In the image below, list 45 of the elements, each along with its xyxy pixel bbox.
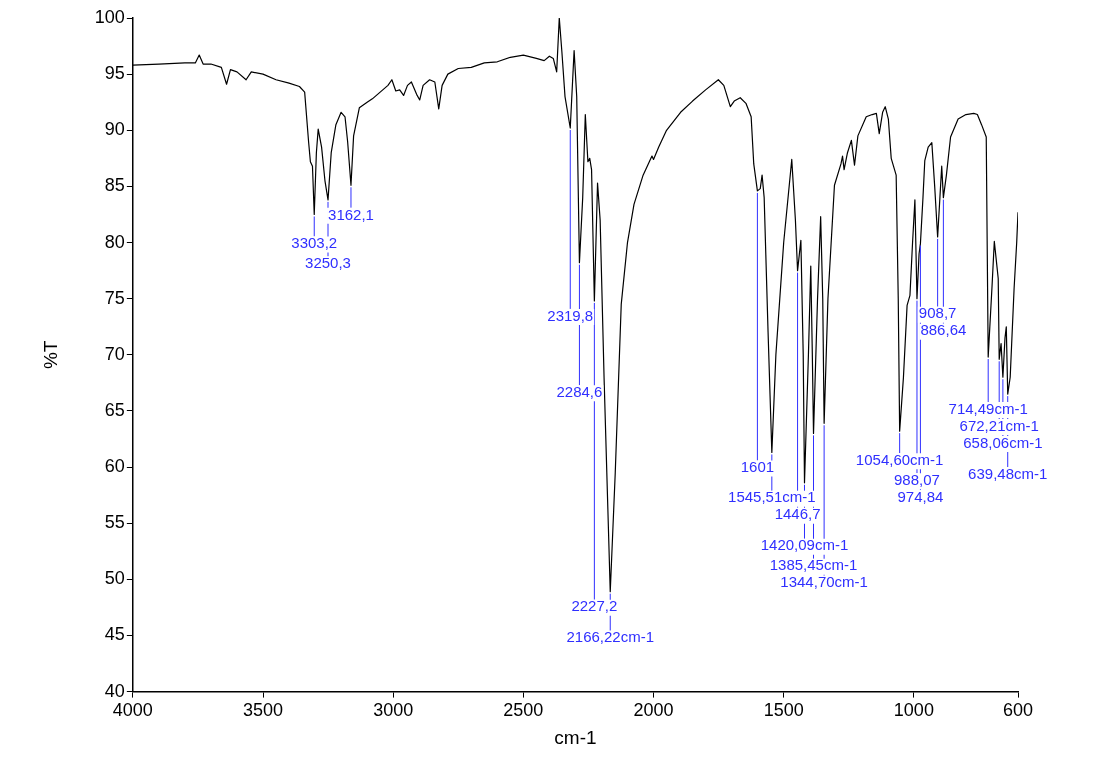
y-tick-label: 75 bbox=[104, 287, 125, 308]
y-tick-label: 60 bbox=[104, 456, 125, 477]
annotation: 3303,2 bbox=[291, 234, 338, 252]
annotation: 1344,70cm-1 bbox=[780, 573, 868, 591]
annotation: 2166,22cm-1 bbox=[566, 628, 655, 646]
x-tick-label: 600 bbox=[1002, 700, 1034, 721]
y-tick-label: 45 bbox=[104, 624, 125, 645]
y-tick-label: 50 bbox=[104, 568, 125, 589]
annotation: 2284,6 bbox=[556, 382, 603, 400]
annotation: 1545,51cm-1 bbox=[728, 488, 816, 506]
y-tick-label: 95 bbox=[104, 63, 125, 84]
y-tick-label: 70 bbox=[104, 343, 125, 364]
y-tick-label: 80 bbox=[104, 231, 125, 252]
annotation: 3162,1 bbox=[328, 205, 374, 223]
annotation: 2227,2 bbox=[571, 597, 618, 615]
y-tick-label: 40 bbox=[104, 680, 125, 701]
x-tick-label: 3500 bbox=[242, 700, 284, 721]
y-tick-label: 65 bbox=[104, 399, 125, 420]
x-tick-label: 1000 bbox=[893, 700, 934, 721]
annotation: 1420,09cm-1 bbox=[760, 536, 849, 554]
x-axis-title: cm-1 bbox=[554, 726, 597, 748]
annotation: 3250,3 bbox=[305, 254, 351, 272]
annotation: 714,49cm-1 bbox=[948, 399, 1028, 417]
x-tick-label: 4000 bbox=[112, 700, 153, 721]
y-tick-label: 55 bbox=[104, 512, 125, 533]
annotation: 988,07 bbox=[894, 470, 940, 488]
annotation: 658,06cm-1 bbox=[963, 433, 1043, 451]
y-axis-title: %T bbox=[39, 340, 61, 370]
x-tick-label: 3000 bbox=[373, 700, 414, 721]
x-tick-label: 2000 bbox=[633, 700, 674, 721]
annotation: 974,84 bbox=[897, 487, 944, 505]
annotation: 2319,8 bbox=[547, 306, 594, 324]
annotation: 886,64 bbox=[920, 321, 967, 339]
annotation: 1054,60cm-1 bbox=[855, 450, 944, 468]
annotation: 908,7 bbox=[918, 304, 957, 322]
annotation: 672,21cm-1 bbox=[959, 416, 1039, 434]
annotation: 639,48cm-1 bbox=[968, 464, 1048, 482]
x-tick-label: 1500 bbox=[763, 700, 804, 721]
x-tick-label: 2500 bbox=[503, 700, 544, 721]
y-tick-label: 100 bbox=[94, 6, 125, 27]
y-tick-label: 85 bbox=[104, 175, 125, 196]
annotation: 1385,45cm-1 bbox=[769, 556, 858, 574]
y-tick-label: 90 bbox=[104, 119, 125, 140]
annotation: 1446,7 bbox=[774, 505, 821, 523]
annotation: 1601 bbox=[740, 458, 775, 476]
